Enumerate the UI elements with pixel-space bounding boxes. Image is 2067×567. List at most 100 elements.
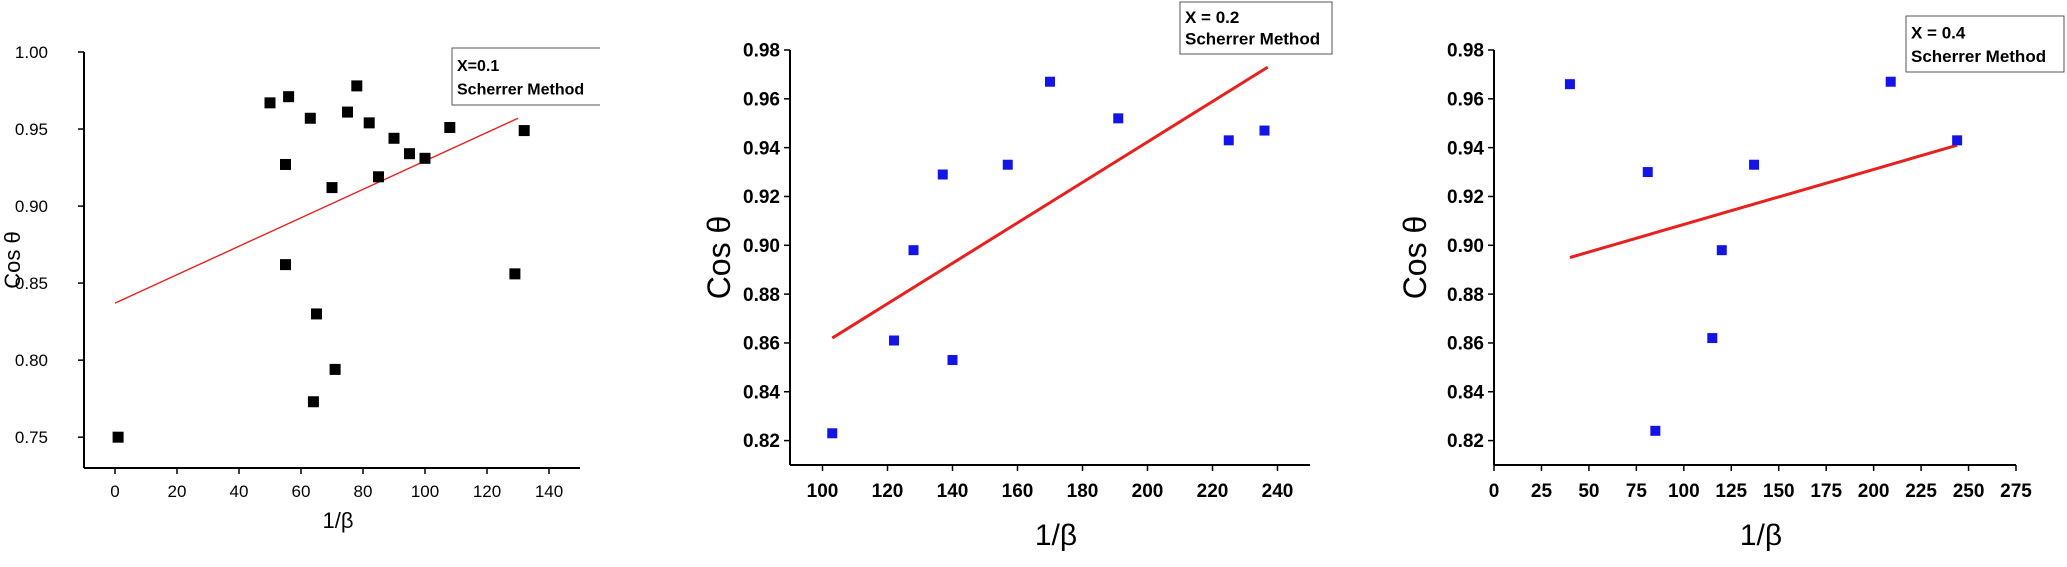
data-point bbox=[1564, 79, 1575, 90]
y-tick-label: 0.86 bbox=[743, 334, 780, 355]
x-tick-label: 140 bbox=[937, 481, 969, 502]
data-point bbox=[1642, 167, 1653, 178]
data-point bbox=[307, 396, 319, 408]
x-tick-label: 275 bbox=[2000, 481, 2032, 502]
legend-line-1: X = 0.4 bbox=[1911, 23, 1966, 42]
x-tick-label: 250 bbox=[1953, 481, 1985, 502]
y-tick-label: 0.94 bbox=[1447, 138, 1484, 159]
chart-3-svg: 0.82 0.84 0.86 0.88 0.90 0.92 0.94 0.96 0.98 0 25 5… bbox=[1397, 15, 2065, 552]
data-point bbox=[363, 117, 375, 129]
x-axis-label: 1/β bbox=[322, 508, 353, 533]
x-tick-label: 140 bbox=[535, 482, 563, 501]
x-axis-label: 1/β bbox=[1740, 519, 1782, 552]
data-point bbox=[444, 121, 456, 133]
y-tick-label: 0.84 bbox=[743, 382, 780, 403]
x-tick-label: 40 bbox=[230, 482, 249, 501]
y-tick-label: 0.96 bbox=[1447, 89, 1484, 110]
y-tick-label: 0.88 bbox=[1447, 285, 1484, 306]
data-point bbox=[1002, 159, 1013, 170]
data-point bbox=[373, 171, 384, 183]
x-tick-label: 100 bbox=[1668, 481, 1700, 502]
fit-line bbox=[1569, 143, 1958, 259]
data-point bbox=[1716, 245, 1727, 256]
y-tick-label: 0.90 bbox=[743, 236, 780, 257]
x-tick-label: 25 bbox=[1531, 481, 1553, 502]
y-tick-label: 0.88 bbox=[743, 285, 780, 306]
x-tick-label: 120 bbox=[872, 481, 904, 502]
data-point bbox=[404, 148, 415, 160]
y-tick-label: 0.90 bbox=[15, 197, 48, 216]
x-tick-label: 75 bbox=[1626, 481, 1648, 502]
data-point bbox=[937, 169, 948, 180]
y-axis-label: Cos θ bbox=[701, 216, 737, 300]
chart-panel-1: 0.75 0.80 0.85 0.90 0.95 1.00 0 20 40 60 80 100 120 1… bbox=[0, 0, 623, 562]
chart-panel-3: 0.82 0.84 0.86 0.88 0.90 0.92 0.94 0.96 0.98 0 25 5… bbox=[1390, 0, 2067, 562]
y-tick-label: 0.82 bbox=[743, 431, 780, 452]
data-point bbox=[1259, 125, 1270, 136]
data-point bbox=[947, 355, 958, 366]
legend-box bbox=[1905, 15, 2065, 73]
data-point bbox=[1749, 159, 1760, 170]
data-point bbox=[112, 431, 124, 443]
legend-line-1: X = 0.2 bbox=[1185, 8, 1239, 27]
y-tick-label: 0.86 bbox=[1447, 334, 1484, 355]
legend-box bbox=[451, 47, 623, 106]
y-tick-label: 0.80 bbox=[15, 351, 48, 370]
legend-line-2: Scherrer Method bbox=[457, 82, 584, 99]
data-point bbox=[342, 106, 353, 118]
data-point bbox=[280, 158, 291, 170]
data-point bbox=[283, 91, 295, 103]
data-point bbox=[518, 125, 530, 137]
data-point bbox=[1952, 135, 1963, 146]
y-tick-label: 0.98 bbox=[743, 41, 780, 62]
x-tick-label: 50 bbox=[1578, 481, 1599, 502]
legend-line-2: Scherrer Method bbox=[1911, 47, 2046, 66]
data-point bbox=[351, 80, 363, 92]
x-tick-label: 100 bbox=[411, 482, 439, 501]
y-tick-label: 0.92 bbox=[743, 187, 780, 208]
y-tick-label: 0.90 bbox=[1447, 236, 1484, 257]
data-point bbox=[889, 335, 899, 346]
data-point bbox=[509, 268, 521, 280]
x-tick-label: 220 bbox=[1197, 481, 1229, 502]
x-tick-label: 175 bbox=[1810, 481, 1842, 502]
legend-box bbox=[1179, 1, 1333, 55]
data-point bbox=[1113, 113, 1124, 124]
data-point bbox=[311, 308, 322, 320]
legend-line-1: X=0.1 bbox=[457, 58, 499, 75]
data-point bbox=[280, 259, 291, 271]
legend-line-2: Scherrer Method bbox=[1185, 30, 1320, 49]
x-tick-label: 0 bbox=[110, 482, 119, 501]
y-tick-label: 0.98 bbox=[1447, 41, 1484, 62]
x-tick-label: 60 bbox=[292, 482, 311, 501]
chart-1-svg: 0.75 0.80 0.85 0.90 0.95 1.00 0 20 40 60 80 100 120 1… bbox=[0, 43, 623, 533]
data-point bbox=[827, 428, 838, 439]
x-tick-label: 120 bbox=[473, 482, 501, 501]
data-point bbox=[304, 112, 316, 124]
y-tick-label: 1.00 bbox=[15, 43, 48, 62]
x-tick-label: 80 bbox=[354, 482, 373, 501]
x-tick-label: 225 bbox=[1905, 481, 1937, 502]
x-tick-label: 200 bbox=[1858, 481, 1890, 502]
data-point bbox=[388, 132, 400, 144]
y-tick-label: 0.92 bbox=[1447, 187, 1484, 208]
data-point bbox=[1650, 425, 1661, 436]
y-tick-label: 0.75 bbox=[15, 428, 48, 447]
x-tick-label: 125 bbox=[1715, 481, 1747, 502]
fit-line bbox=[831, 65, 1269, 340]
data-point bbox=[1223, 135, 1234, 146]
y-tick-label: 0.82 bbox=[1447, 431, 1484, 452]
data-point bbox=[908, 245, 919, 256]
x-tick-label: 20 bbox=[168, 482, 187, 501]
x-axis-label: 1/β bbox=[1035, 519, 1077, 552]
x-tick-label: 150 bbox=[1763, 481, 1795, 502]
data-point bbox=[1885, 76, 1896, 87]
x-tick-label: 0 bbox=[1489, 481, 1500, 502]
chart-2-svg: 0.82 0.84 0.86 0.88 0.90 0.92 0.94 0.96 0.98 100 1… bbox=[701, 1, 1333, 552]
x-tick-label: 160 bbox=[1002, 481, 1034, 502]
x-tick-label: 240 bbox=[1262, 481, 1294, 502]
x-tick-label: 200 bbox=[1132, 481, 1164, 502]
x-tick-label: 100 bbox=[807, 481, 839, 502]
y-axis-label: Cos θ bbox=[1397, 216, 1433, 300]
data-point bbox=[1045, 76, 1055, 87]
